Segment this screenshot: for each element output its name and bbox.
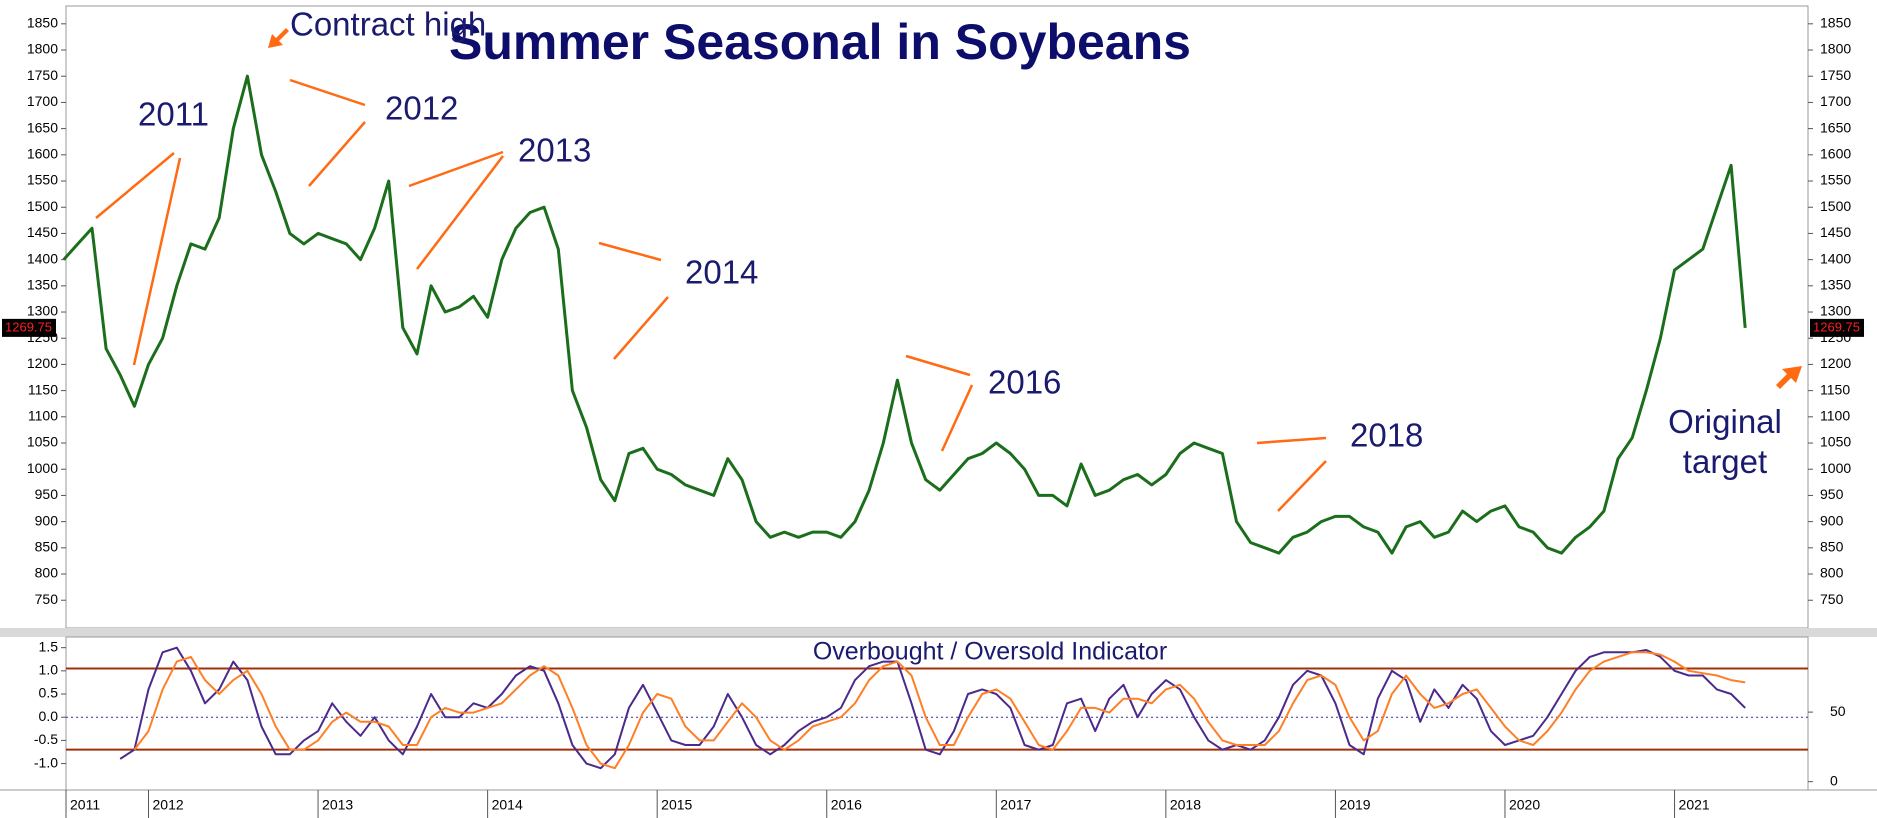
series-line [62, 74, 1747, 555]
y-tick-label: 750 [35, 591, 59, 607]
leader [132, 157, 182, 366]
y2-tick-label: 50 [1830, 703, 1846, 719]
y-tick-label: 1100 [28, 408, 58, 424]
leader [95, 152, 175, 219]
x-tick-label: 2021 [1679, 797, 1710, 813]
y-tick-label: 1.5 [39, 638, 59, 654]
y-tick-label: 950 [35, 486, 59, 502]
y-tick-label: 1300 [1820, 303, 1851, 319]
y-tick-label: -0.5 [34, 731, 58, 747]
y-tick-label: -1.0 [34, 754, 58, 770]
leader-lines [95, 28, 1802, 512]
y-tick-label: 1400 [27, 250, 58, 266]
y-tick-label: 1500 [27, 198, 58, 214]
chart-title: Summer Seasonal in Soybeans [449, 14, 1191, 70]
y-tick-label: 1550 [27, 172, 58, 188]
leader [1256, 436, 1327, 445]
leader [1277, 460, 1327, 512]
leader [408, 150, 504, 188]
y-tick-label: 850 [35, 539, 59, 555]
y-tick-label: 1450 [1820, 224, 1851, 240]
y-tick-label: 1000 [27, 460, 58, 476]
y-tick-label: 1600 [1820, 146, 1851, 162]
leader [416, 155, 504, 270]
y-tick-label: 1650 [27, 119, 58, 135]
leader [308, 121, 366, 187]
y-tick-label: 750 [1820, 591, 1844, 607]
annotation: 2014 [685, 254, 758, 291]
y-tick-label: 1350 [27, 277, 58, 293]
y-tick-label: 1100 [1820, 408, 1850, 424]
y-tick-label: 1050 [27, 434, 58, 450]
y-tick-label: 1200 [1820, 355, 1851, 371]
annotation: 2016 [988, 364, 1061, 401]
leader [289, 78, 366, 107]
y-tick-label: 1750 [27, 67, 58, 83]
annotation: Contract high [290, 6, 486, 43]
last-value-label: 1269.75 [1813, 319, 1860, 334]
x-tick-label: 2016 [831, 797, 862, 813]
y-tick-label: 1300 [27, 303, 58, 319]
panel-separator [0, 628, 1877, 637]
annotation: 2012 [385, 90, 458, 127]
leader [598, 241, 662, 262]
y-tick-label: 1800 [1820, 41, 1851, 57]
annotation: Original target [1668, 403, 1782, 480]
x-tick-label: 2013 [322, 797, 353, 813]
annotation: 2011 [138, 96, 209, 133]
x-tick-label: 2018 [1170, 797, 1201, 813]
x-tick-label: 2014 [492, 797, 523, 813]
annotation: 2013 [518, 132, 591, 169]
x-tick-label: 2019 [1339, 797, 1370, 813]
y-tick-label: 1500 [1820, 198, 1851, 214]
x-tick-label: 2017 [1000, 797, 1031, 813]
annotation: 2018 [1350, 417, 1423, 454]
leader [905, 354, 971, 377]
series-line [119, 646, 1746, 770]
y-tick-label: 900 [1820, 512, 1844, 528]
y-tick-label: 1450 [27, 224, 58, 240]
x-tick-label: 2011 [70, 797, 100, 813]
y-tick-label: 800 [1820, 565, 1844, 581]
y-tick-label: 900 [35, 512, 59, 528]
y2-tick-label: 0 [1830, 772, 1838, 788]
x-tick-label: 2012 [153, 797, 184, 813]
y-tick-label: 1000 [1820, 460, 1851, 476]
y-tick-label: 1600 [27, 146, 58, 162]
last-value-label: 1269.75 [5, 319, 52, 334]
leader [613, 296, 669, 360]
y-tick-label: 1350 [1820, 277, 1851, 293]
arrow [1776, 366, 1802, 389]
arrow [268, 28, 289, 48]
y-tick-label: 0.5 [39, 685, 59, 701]
y-tick-label: 1700 [27, 93, 58, 109]
series-line [133, 651, 1746, 770]
x-tick-label: 2015 [661, 797, 692, 813]
y-tick-label: 1650 [1820, 119, 1851, 135]
y-tick-label: 1850 [27, 15, 58, 31]
y-tick-label: 850 [1820, 539, 1844, 555]
y-tick-label: 800 [35, 565, 59, 581]
y-tick-label: 1750 [1820, 67, 1851, 83]
last-value-box [1810, 318, 1864, 337]
y-tick-label: 1050 [1820, 434, 1851, 450]
y-tick-label: 1.0 [39, 662, 59, 678]
indicator-title: Overbought / Oversold Indicator [813, 638, 1167, 666]
y-tick-label: 1550 [1820, 172, 1851, 188]
leader [940, 384, 974, 452]
last-value-box [2, 318, 56, 337]
y-tick-label: 950 [1820, 486, 1844, 502]
y-tick-label: 1150 [28, 381, 58, 397]
y-tick-label: 1850 [1820, 15, 1851, 31]
x-tick-label: 2020 [1509, 797, 1540, 813]
y-tick-label: 1700 [1820, 93, 1851, 109]
y-tick-label: 1150 [1820, 381, 1850, 397]
y-tick-label: 1400 [1820, 250, 1851, 266]
y-tick-label: 1200 [27, 355, 58, 371]
y-tick-label: 1800 [27, 41, 58, 57]
y-tick-label: 0.0 [39, 708, 59, 724]
